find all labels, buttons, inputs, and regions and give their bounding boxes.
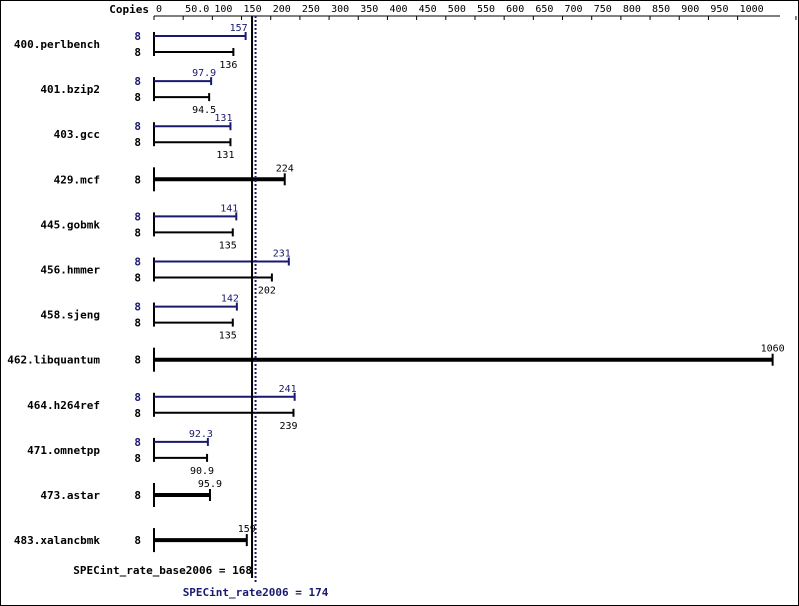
x-tick-label: 350 xyxy=(360,4,378,15)
benchmark-name: 473.astar xyxy=(40,489,100,502)
x-tick-label: 600 xyxy=(506,4,524,15)
benchmark-group: 473.astar 8 95.9 xyxy=(40,479,222,507)
benchmark-name: 462.libquantum xyxy=(7,354,100,367)
copies-count: 8 xyxy=(134,489,141,502)
combined-value-label: 1060 xyxy=(761,344,785,355)
peak-value-label: 157 xyxy=(230,23,248,34)
x-tick-label: 300 xyxy=(331,4,349,15)
benchmark-group: 429.mcf 8 224 xyxy=(54,163,294,192)
benchmark-name: 464.h264ref xyxy=(27,399,100,412)
x-tick-label: 650 xyxy=(535,4,553,15)
peak-copies-count: 8 xyxy=(134,75,141,88)
peak-copies-count: 8 xyxy=(134,256,141,269)
base-value-label: 135 xyxy=(219,331,237,342)
benchmark-name: 456.hmmer xyxy=(40,264,100,277)
x-tick-label: 250 xyxy=(302,4,320,15)
copies-count: 8 xyxy=(134,173,141,186)
peak-value-label: 131 xyxy=(214,113,232,124)
peak-copies-count: 8 xyxy=(134,30,141,43)
benchmark-group: 464.h264ref 8 241 8 239 xyxy=(27,384,297,432)
benchmark-name: 400.perlbench xyxy=(14,38,100,51)
benchmark-name: 429.mcf xyxy=(54,173,100,186)
benchmark-name: 401.bzip2 xyxy=(40,83,100,96)
peak-mean-label: SPECint_rate2006 = 174 xyxy=(183,586,329,599)
x-tick-label: 1000 xyxy=(740,4,764,15)
peak-copies-count: 8 xyxy=(134,391,141,404)
peak-copies-count: 8 xyxy=(134,301,141,314)
base-copies-count: 8 xyxy=(134,136,141,149)
x-tick-label: 850 xyxy=(652,4,670,15)
benchmark-group: 401.bzip2 8 97.9 8 94.5 xyxy=(40,68,216,116)
copies-count: 8 xyxy=(134,534,141,547)
benchmark-group: 462.libquantum 8 1060 xyxy=(7,344,785,372)
base-copies-count: 8 xyxy=(134,452,141,465)
x-tick-label: 1100 xyxy=(798,4,799,15)
x-tick-label: 500 xyxy=(448,4,466,15)
copies-header: Copies xyxy=(109,3,149,16)
peak-value-label: 92.3 xyxy=(189,429,213,440)
x-axis: 0 50.0 100 150 200 250 300 350 400 450 500 550 600 65… xyxy=(153,4,799,20)
peak-value-label: 142 xyxy=(221,294,239,305)
base-value-label: 136 xyxy=(219,60,237,71)
benchmark-group: 471.omnetpp 8 92.3 8 90.9 xyxy=(27,429,214,477)
base-value-label: 135 xyxy=(219,240,237,251)
x-tick-label: 700 xyxy=(565,4,583,15)
mean-lines: SPECint_rate_base2006 = 168 SPECint_rate2… xyxy=(73,16,329,599)
base-copies-count: 8 xyxy=(134,407,141,420)
peak-copies-count: 8 xyxy=(134,436,141,449)
x-tick-label: 750 xyxy=(594,4,612,15)
x-tick-label: 50.0 xyxy=(185,4,209,15)
benchmark-name: 458.sjeng xyxy=(40,309,100,322)
peak-copies-count: 8 xyxy=(134,210,141,223)
base-copies-count: 8 xyxy=(134,226,141,239)
peak-value-label: 141 xyxy=(220,203,238,214)
combined-value-label: 95.9 xyxy=(198,479,222,490)
base-value-label: 239 xyxy=(279,421,297,432)
benchmark-name: 445.gobmk xyxy=(40,218,100,231)
benchmark-name: 483.xalancbmk xyxy=(14,534,100,547)
benchmark-group: 458.sjeng 8 142 8 135 xyxy=(40,294,239,342)
x-tick-label: 400 xyxy=(389,4,407,15)
base-copies-count: 8 xyxy=(134,46,141,59)
base-value-label: 90.9 xyxy=(190,466,214,477)
benchmark-group: 456.hmmer 8 231 8 202 xyxy=(40,249,290,297)
x-tick-label: 200 xyxy=(273,4,291,15)
peak-value-label: 97.9 xyxy=(192,68,216,79)
peak-copies-count: 8 xyxy=(134,120,141,133)
base-value-label: 131 xyxy=(216,150,234,161)
base-copies-count: 8 xyxy=(134,272,141,285)
combined-value-label: 224 xyxy=(276,163,294,174)
base-value-label: 202 xyxy=(258,286,276,297)
benchmark-name: 403.gcc xyxy=(54,128,100,141)
copies-count: 8 xyxy=(134,354,141,367)
benchmark-group: 403.gcc 8 131 8 131 xyxy=(54,113,235,161)
combined-value-label: 159 xyxy=(238,524,256,535)
benchmark-group: 400.perlbench 8 157 8 136 xyxy=(14,23,248,71)
x-tick-label: 950 xyxy=(710,4,728,15)
bars: 400.perlbench 8 157 8 136 401.bzip2 8 97.9 8 94.5… xyxy=(7,23,785,553)
base-copies-count: 8 xyxy=(134,317,141,330)
x-tick-label: 900 xyxy=(681,4,699,15)
x-tick-label: 100 xyxy=(214,4,232,15)
x-tick-label: 150 xyxy=(244,4,262,15)
base-copies-count: 8 xyxy=(134,91,141,104)
x-tick-label: 450 xyxy=(419,4,437,15)
base-mean-label: SPECint_rate_base2006 = 168 xyxy=(73,564,252,577)
x-tick-label: 0 xyxy=(156,4,162,15)
benchmark-group: 445.gobmk 8 141 8 135 xyxy=(40,203,238,251)
benchmark-group: 483.xalancbmk 8 159 xyxy=(14,524,256,553)
x-tick-label: 550 xyxy=(477,4,495,15)
peak-value-label: 241 xyxy=(279,384,297,395)
x-tick-label: 800 xyxy=(623,4,641,15)
base-value-label: 94.5 xyxy=(192,105,216,116)
benchmark-name: 471.omnetpp xyxy=(27,444,100,457)
peak-value-label: 231 xyxy=(273,249,291,260)
